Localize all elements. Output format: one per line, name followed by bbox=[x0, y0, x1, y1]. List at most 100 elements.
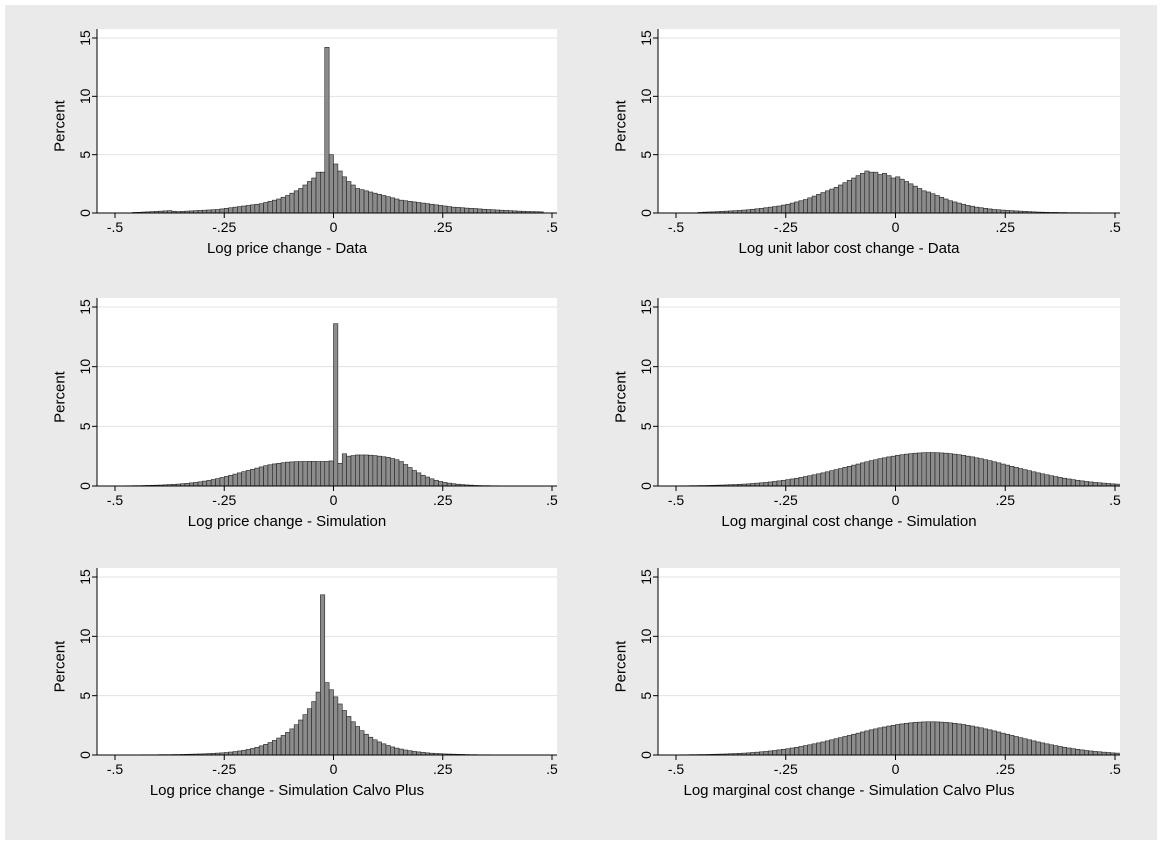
histogram-bar bbox=[1062, 477, 1068, 487]
histogram-bar bbox=[974, 457, 980, 487]
histogram-bar bbox=[969, 205, 975, 214]
chart-top-left: 0 5 10 15 -.5 -.25 0 .25 .5 Log price change - Da… bbox=[52, 29, 558, 257]
histogram-bar bbox=[789, 478, 795, 487]
histogram-bar bbox=[272, 199, 277, 214]
histogram-bar bbox=[943, 722, 949, 756]
x-tick-label: .25 bbox=[433, 761, 453, 777]
histogram-bar bbox=[860, 462, 866, 487]
chart-bottom-left: 0 5 10 15 -.5 -.25 0 .25 .5 Log price change - Si… bbox=[52, 568, 558, 799]
histogram-bar bbox=[1040, 742, 1046, 756]
histogram-bar bbox=[285, 195, 291, 214]
histogram-bar bbox=[890, 725, 896, 756]
histogram-bar bbox=[232, 751, 238, 756]
histogram-bar bbox=[811, 195, 817, 214]
histogram-bar bbox=[451, 206, 457, 214]
histogram-bar bbox=[258, 466, 264, 487]
histogram-bar bbox=[785, 479, 791, 487]
histogram-bar bbox=[219, 208, 225, 214]
histogram-bar bbox=[411, 470, 417, 487]
x-axis-label: Log unit labor cost change - Data bbox=[739, 240, 961, 257]
histogram-bar bbox=[403, 200, 409, 214]
histogram-bar bbox=[289, 461, 295, 487]
histogram-bar bbox=[341, 453, 347, 487]
histogram-bar bbox=[939, 196, 945, 214]
histogram-bar bbox=[1022, 469, 1028, 487]
histogram-bar bbox=[982, 728, 988, 756]
histogram-bar bbox=[1088, 481, 1094, 487]
histogram-bar bbox=[947, 200, 953, 214]
histogram-bar bbox=[820, 741, 826, 756]
histogram-bar bbox=[838, 737, 844, 756]
histogram-bar bbox=[324, 461, 330, 487]
histogram-bar bbox=[912, 722, 918, 756]
histogram-bar bbox=[328, 460, 334, 487]
x-tick-label: .5 bbox=[1109, 761, 1121, 777]
histogram-bar bbox=[794, 201, 800, 214]
histogram-bar bbox=[978, 727, 984, 756]
histogram-bar bbox=[390, 458, 395, 487]
chart-middle-left: 0 5 10 15 -.5 -.25 0 .25 .5 Log price change - Si… bbox=[52, 298, 558, 530]
histogram-bar bbox=[759, 208, 765, 214]
bars bbox=[680, 721, 1120, 756]
histogram-bar bbox=[355, 726, 361, 756]
histogram-bar bbox=[350, 721, 356, 756]
x-tick-label: .5 bbox=[1109, 219, 1121, 235]
histogram-bar bbox=[899, 454, 905, 487]
histogram-bar bbox=[811, 743, 817, 756]
histogram-bar bbox=[952, 453, 958, 487]
histogram-bar bbox=[363, 733, 369, 756]
histogram-bar bbox=[991, 461, 997, 487]
histogram-bar bbox=[250, 204, 256, 214]
histogram-bar bbox=[1004, 733, 1010, 756]
histogram-bar bbox=[978, 458, 984, 487]
histogram-bar bbox=[974, 726, 980, 756]
histogram-bar bbox=[873, 728, 879, 756]
y-tick-label: 5 bbox=[77, 151, 93, 159]
histogram-bar bbox=[407, 750, 413, 756]
histogram-bar bbox=[868, 729, 874, 756]
histogram-bar bbox=[420, 202, 426, 214]
histogram-bar bbox=[1057, 746, 1063, 756]
histogram-bar bbox=[442, 205, 448, 214]
y-tick-label: 10 bbox=[77, 359, 93, 375]
histogram-bar bbox=[965, 455, 971, 487]
histogram-bar bbox=[455, 207, 461, 214]
histogram-bar bbox=[215, 209, 221, 214]
histogram-bar bbox=[991, 209, 997, 214]
histogram-bar bbox=[368, 191, 374, 214]
histogram-bar bbox=[363, 454, 369, 487]
histogram-bar bbox=[855, 175, 861, 214]
plot-area bbox=[658, 298, 1120, 486]
histogram-bar bbox=[381, 195, 387, 214]
histogram-bar bbox=[276, 198, 282, 214]
histogram-bar bbox=[468, 208, 474, 214]
histogram-bar bbox=[306, 708, 312, 756]
histogram-bar bbox=[302, 714, 308, 756]
histogram-bar bbox=[895, 455, 901, 487]
histogram-bar bbox=[228, 474, 234, 487]
bars bbox=[680, 452, 1120, 487]
histogram-bar bbox=[785, 203, 791, 214]
histogram-bar bbox=[315, 461, 321, 487]
histogram-bar bbox=[1083, 750, 1089, 756]
histogram-bar bbox=[263, 744, 269, 756]
histogram-bar bbox=[820, 192, 826, 214]
histogram-bar bbox=[1040, 473, 1046, 487]
y-axis-label: Percent bbox=[52, 370, 69, 423]
histogram-bar bbox=[754, 208, 760, 214]
histogram-bar bbox=[346, 716, 352, 756]
x-tick-label: -.5 bbox=[668, 492, 685, 508]
histogram-bar bbox=[996, 731, 1002, 756]
histogram-bar bbox=[1044, 743, 1050, 756]
y-tick-label: 0 bbox=[77, 482, 93, 490]
histogram-bar bbox=[794, 746, 800, 756]
histogram-bar bbox=[320, 171, 326, 214]
histogram-bar bbox=[359, 189, 365, 214]
x-tick-label: .25 bbox=[996, 219, 1016, 235]
histogram-bar bbox=[965, 725, 971, 756]
histogram-bar bbox=[767, 750, 773, 756]
histogram-bar bbox=[311, 461, 317, 487]
plot-area bbox=[97, 298, 557, 486]
y-tick-label: 5 bbox=[77, 422, 93, 430]
histogram-bar bbox=[394, 198, 400, 214]
